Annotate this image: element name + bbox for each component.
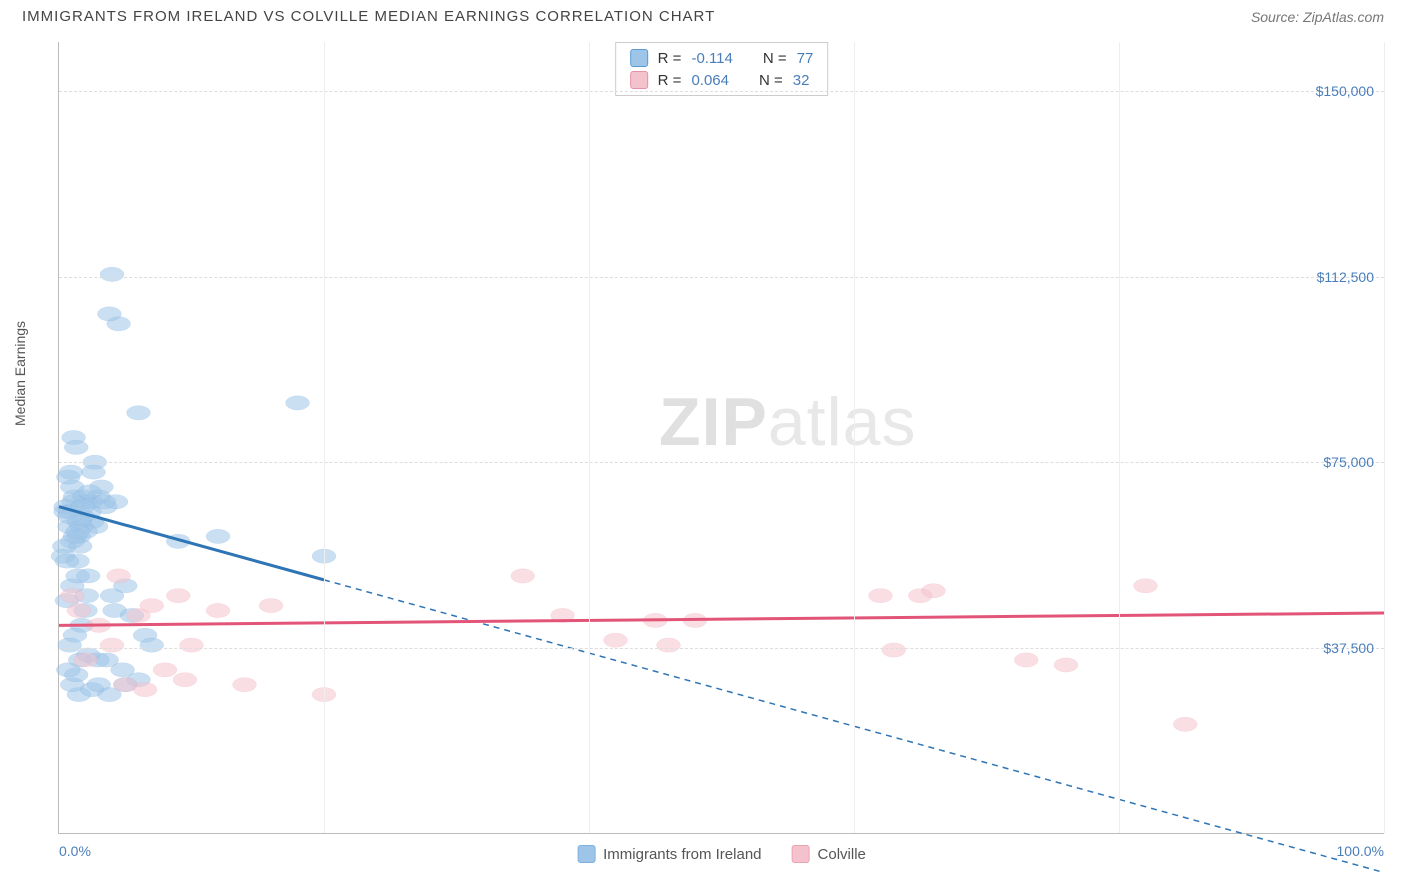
- stats-row: R =-0.114N =77: [616, 47, 828, 69]
- chart-title: IMMIGRANTS FROM IRELAND VS COLVILLE MEDI…: [22, 8, 715, 25]
- legend: Immigrants from Ireland Colville: [577, 845, 866, 863]
- gridline-horizontal: [59, 277, 1384, 278]
- x-tick-label: 100.0%: [1337, 843, 1384, 859]
- gridline-vertical: [854, 42, 855, 833]
- stats-row: R =0.064N =32: [616, 69, 828, 91]
- y-tick-label: $75,000: [1323, 454, 1374, 470]
- x-tick-label: 0.0%: [59, 843, 91, 859]
- plot-area: ZIPatlas R =-0.114N =77R =0.064N =32 Imm…: [58, 42, 1384, 834]
- gridline-horizontal: [59, 648, 1384, 649]
- gridline-horizontal: [59, 462, 1384, 463]
- legend-item: Immigrants from Ireland: [577, 845, 761, 863]
- gridline-vertical: [589, 42, 590, 833]
- y-axis-label: Median Earnings: [12, 321, 28, 426]
- y-tick-label: $112,500: [1317, 269, 1374, 285]
- gridline-vertical: [1384, 42, 1385, 833]
- gridline-vertical: [324, 42, 325, 833]
- gridline-vertical: [1119, 42, 1120, 833]
- chart-container: Median Earnings ZIPatlas R =-0.114N =77R…: [22, 42, 1384, 870]
- trend-lines: [59, 42, 1384, 833]
- y-tick-label: $150,000: [1316, 83, 1374, 99]
- correlation-stats-box: R =-0.114N =77R =0.064N =32: [615, 42, 829, 96]
- source-label: Source: ZipAtlas.com: [1251, 9, 1384, 25]
- y-tick-label: $37,500: [1323, 640, 1374, 656]
- legend-item: Colville: [792, 845, 866, 863]
- gridline-horizontal: [59, 91, 1384, 92]
